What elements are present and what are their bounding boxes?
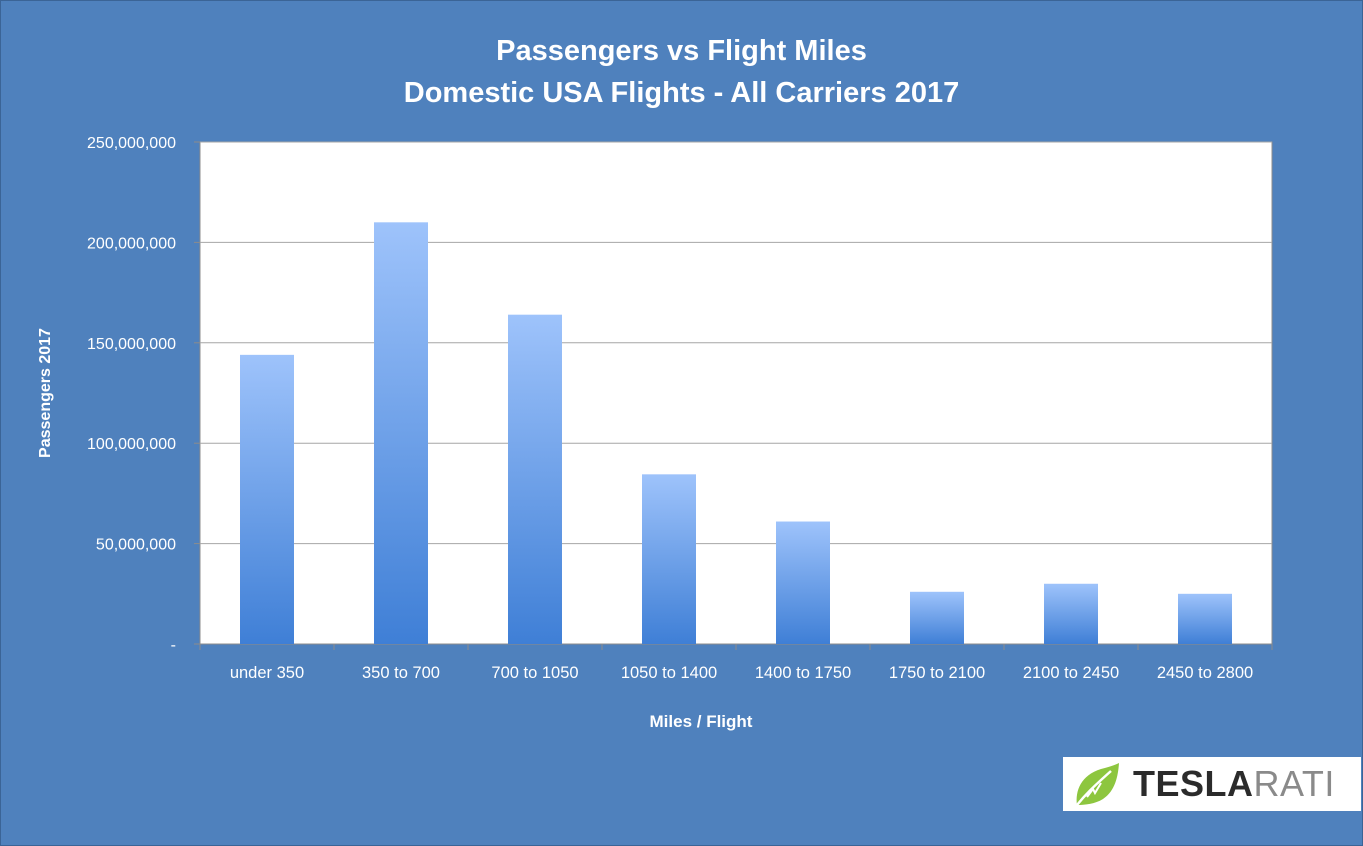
bar [776,521,830,644]
logo-wordmark: TESLARATI [1133,765,1335,803]
x-tick-label: 350 to 700 [362,664,440,682]
x-tick-label: 2450 to 2800 [1157,664,1253,682]
y-tick-labels: - 50,000,000 100,000,000 150,000,000 200,000… [87,135,176,654]
logo-text-light: RATI [1253,763,1335,804]
bar [642,474,696,644]
chart-title-line-1: Passengers vs Flight Miles [496,35,867,67]
bar [1178,593,1232,644]
y-tick-label: 100,000,000 [87,436,176,453]
x-tick-label: 1050 to 1400 [621,664,717,682]
x-tick-label: 1750 to 2100 [889,664,985,682]
bar [374,222,428,644]
x-tick-label: 2100 to 2450 [1023,664,1119,682]
logo-text-bold: TESLA [1133,763,1254,804]
y-tick-label: 50,000,000 [96,537,176,554]
bar [508,314,562,644]
bar [1044,583,1098,644]
x-axis-label: Miles / Flight [649,712,753,731]
bars [240,222,1232,644]
x-tick-label: under 350 [230,664,304,682]
bar [240,354,294,644]
bar [910,591,964,644]
y-tick-label: 200,000,000 [87,235,176,252]
y-tick-label: 150,000,000 [87,336,176,353]
x-tick-labels: under 350 350 to 700 700 to 1050 1050 to 14… [230,664,1253,682]
x-tick-label: 700 to 1050 [491,664,578,682]
chart-title: Passengers vs Flight Miles Domestic USA … [0,30,1363,114]
chart-title-line-2: Domestic USA Flights - All Carriers 2017 [403,77,960,109]
teslarati-logo: TESLARATI [1063,757,1361,811]
plot-area [199,141,1273,645]
y-tick-label: - [171,637,176,654]
leaf-icon [1076,763,1119,806]
y-tick-label: 250,000,000 [87,135,176,152]
x-tick-label: 1400 to 1750 [755,664,851,682]
